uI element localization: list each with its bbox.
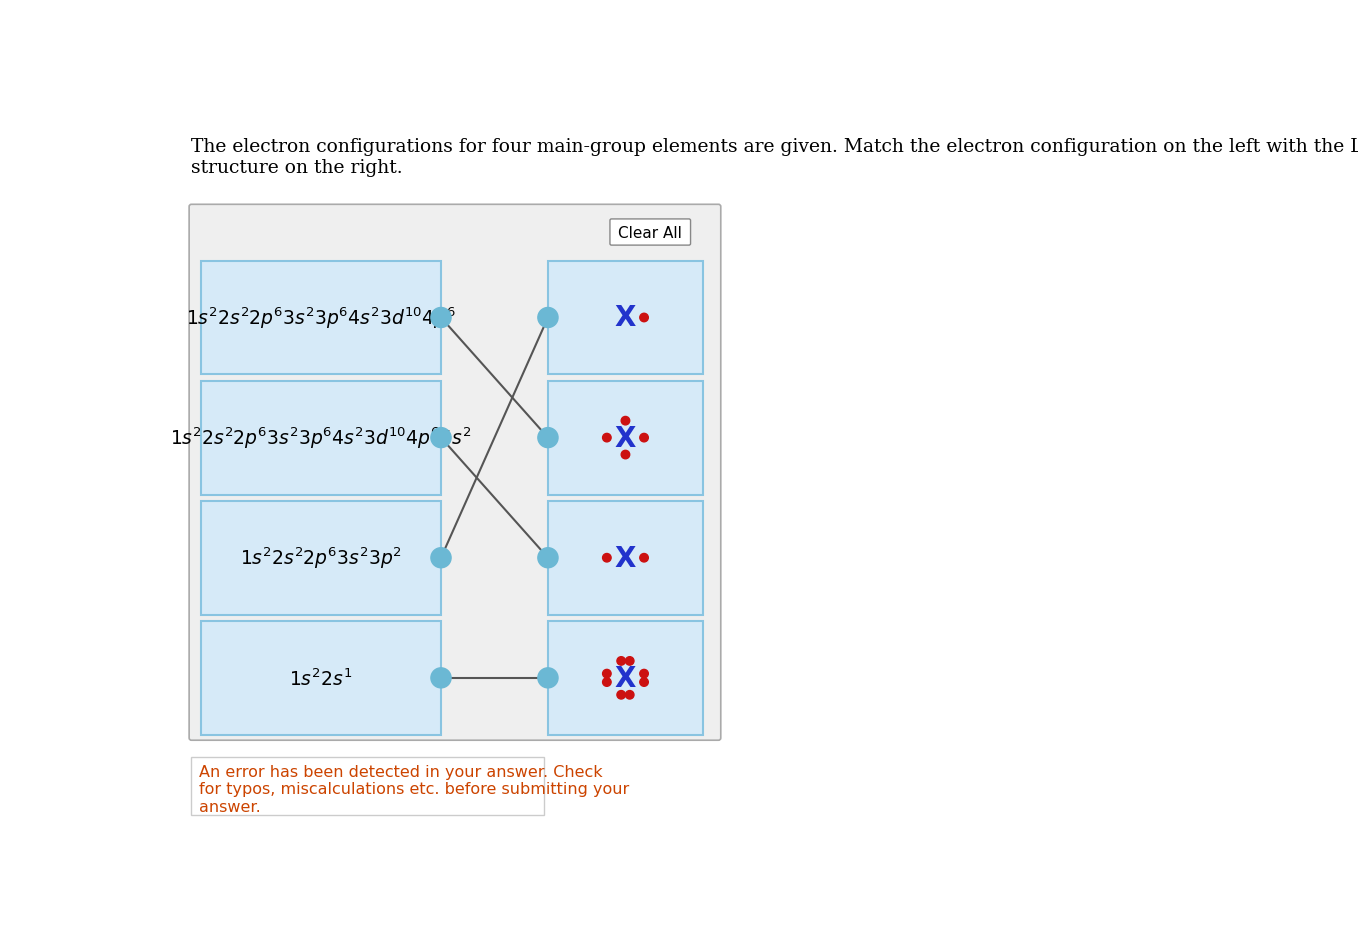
Circle shape [640, 314, 648, 323]
Circle shape [603, 554, 611, 563]
Text: An error has been detected in your answer. Check
for typos, miscalculations etc.: An error has been detected in your answe… [200, 764, 630, 814]
Circle shape [430, 548, 451, 568]
FancyBboxPatch shape [201, 621, 441, 735]
FancyBboxPatch shape [610, 220, 691, 246]
FancyBboxPatch shape [547, 621, 703, 735]
Circle shape [430, 428, 451, 448]
FancyBboxPatch shape [201, 502, 441, 615]
Circle shape [538, 668, 558, 688]
Circle shape [617, 691, 626, 699]
Text: $1s^22s^22p^63s^23p^64s^23d^{10}4p^6$: $1s^22s^22p^63s^23p^64s^23d^{10}4p^6$ [186, 305, 456, 331]
Circle shape [538, 308, 558, 328]
Circle shape [640, 669, 648, 679]
Circle shape [603, 434, 611, 442]
Circle shape [640, 554, 648, 563]
Circle shape [626, 691, 634, 699]
Text: $1s^22s^22p^63s^23p^2$: $1s^22s^22p^63s^23p^2$ [240, 545, 402, 571]
Text: X: X [615, 304, 636, 332]
Circle shape [603, 679, 611, 687]
Text: X: X [615, 544, 636, 572]
Text: $1s^22s^1$: $1s^22s^1$ [289, 667, 353, 689]
Circle shape [626, 657, 634, 666]
Text: The electron configurations for four main-group elements are given. Match the el: The electron configurations for four mai… [191, 138, 1358, 177]
Circle shape [640, 434, 648, 442]
Circle shape [603, 669, 611, 679]
Text: X: X [615, 425, 636, 452]
Circle shape [538, 548, 558, 568]
Circle shape [430, 668, 451, 688]
Circle shape [640, 679, 648, 687]
Circle shape [538, 428, 558, 448]
Text: Clear All: Clear All [618, 225, 682, 240]
FancyBboxPatch shape [201, 261, 441, 375]
Circle shape [621, 451, 630, 459]
Text: X: X [615, 664, 636, 692]
FancyBboxPatch shape [201, 381, 441, 495]
Circle shape [617, 657, 626, 666]
Text: $1s^22s^22p^63s^23p^64s^23d^{10}4p^65s^2$: $1s^22s^22p^63s^23p^64s^23d^{10}4p^65s^2… [170, 425, 471, 451]
FancyBboxPatch shape [547, 261, 703, 375]
Circle shape [430, 308, 451, 328]
FancyBboxPatch shape [547, 502, 703, 615]
FancyBboxPatch shape [189, 205, 721, 741]
FancyBboxPatch shape [191, 757, 545, 815]
FancyBboxPatch shape [547, 381, 703, 495]
Circle shape [621, 417, 630, 425]
